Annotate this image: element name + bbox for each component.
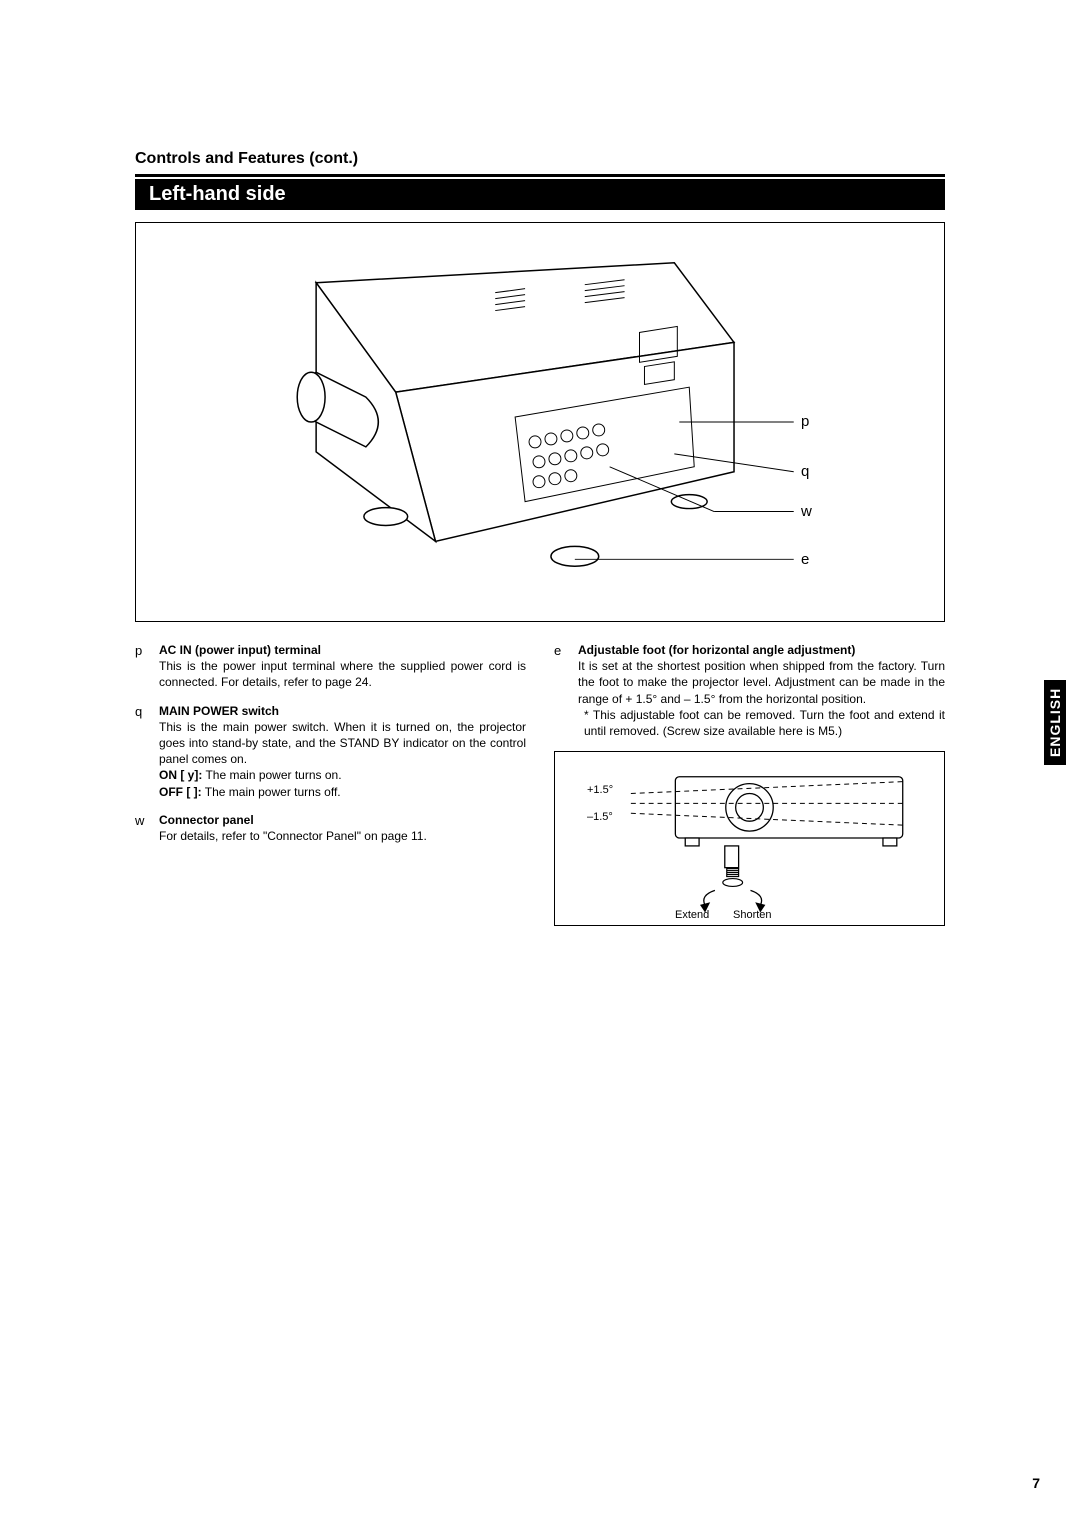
shorten-label: Shorten [733, 908, 772, 923]
page-number: 7 [1032, 1475, 1040, 1491]
angle-minus-label: –1.5° [587, 810, 613, 825]
entry-w: w Connector panel For details, refer to … [135, 812, 526, 844]
marker-p: p [135, 642, 159, 691]
sub-figure: +1.5° –1.5° Extend Shorten [554, 751, 945, 926]
text-w: For details, refer to "Connector Panel" … [159, 828, 526, 844]
entry-q: q MAIN POWER switch This is the main pow… [135, 703, 526, 800]
callout-w: w [801, 503, 812, 520]
description-columns: p AC IN (power input) terminal This is t… [135, 642, 945, 926]
marker-q: q [135, 703, 159, 800]
left-column: p AC IN (power input) terminal This is t… [135, 642, 526, 926]
note-e: * This adjustable foot can be removed. T… [578, 707, 945, 739]
heading-q: MAIN POWER switch [159, 703, 526, 719]
entry-e: e Adjustable foot (for horizontal angle … [554, 642, 945, 739]
angle-plus-label: +1.5° [587, 783, 613, 798]
heading-w: Connector panel [159, 812, 526, 828]
section-title: Controls and Features (cont.) [135, 150, 945, 168]
heading-e: Adjustable foot (for horizontal angle ad… [578, 642, 945, 658]
callout-p: p [801, 413, 809, 430]
projector-illustration [136, 223, 944, 621]
extend-label: Extend [675, 908, 709, 923]
main-figure: p q w e [135, 222, 945, 622]
text-q: This is the main power switch. When it i… [159, 719, 526, 768]
text-q-on: ON [ y]: The main power turns on. [159, 767, 526, 783]
right-column: e Adjustable foot (for horizontal angle … [554, 642, 945, 926]
page-content: Controls and Features (cont.) Left-hand … [135, 150, 945, 926]
entry-p: p AC IN (power input) terminal This is t… [135, 642, 526, 691]
text-q-off: OFF [ ]: The main power turns off. [159, 784, 526, 800]
subsection-bar: Left-hand side [135, 179, 945, 210]
marker-w: w [135, 812, 159, 844]
callout-e: e [801, 551, 809, 568]
callout-q: q [801, 463, 809, 480]
marker-e: e [554, 642, 578, 739]
text-e: It is set at the shortest position when … [578, 658, 945, 707]
heading-p: AC IN (power input) terminal [159, 642, 526, 658]
text-p: This is the power input terminal where t… [159, 658, 526, 690]
divider [135, 174, 945, 177]
adjustable-foot-illustration [555, 752, 944, 925]
language-tab: ENGLISH [1044, 680, 1066, 765]
